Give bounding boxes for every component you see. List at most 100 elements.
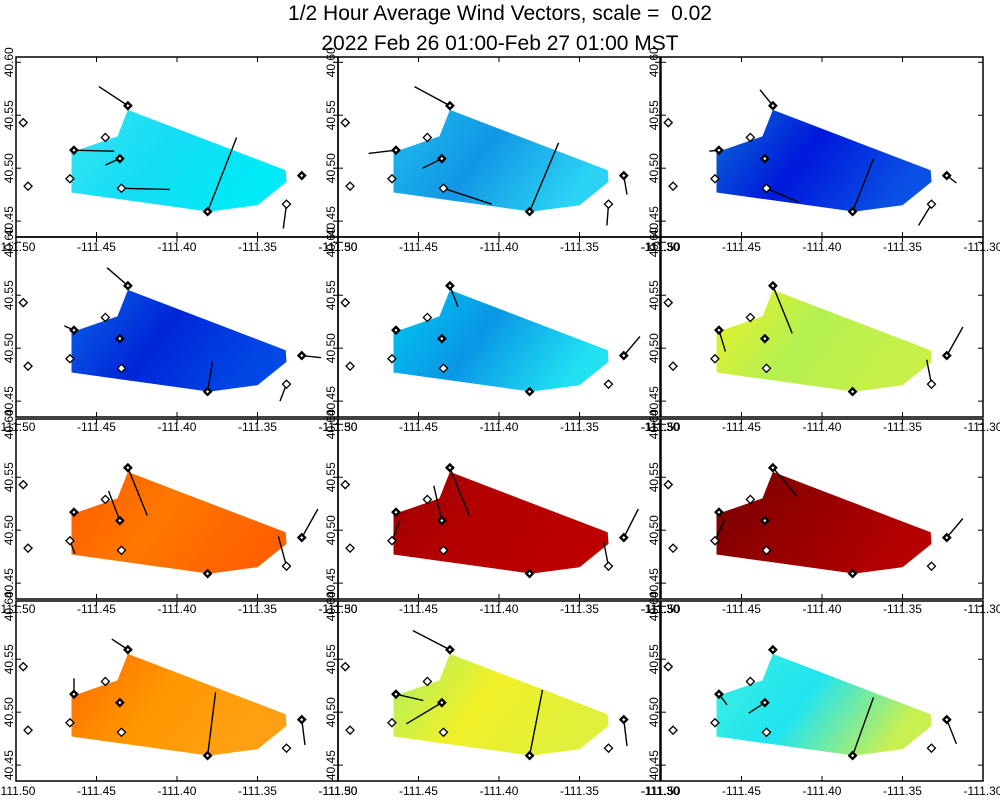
y-tick-label: 40.50: [2, 515, 16, 545]
station-marker-s10: [340, 661, 351, 672]
x-tick-label: -111.50: [0, 602, 36, 616]
wind-vector-s1: [772, 285, 793, 334]
y-tick-label: 40.45: [2, 206, 16, 236]
x-tick-label: -111.35: [883, 784, 922, 798]
y-tick-label: 40.50: [647, 153, 661, 183]
x-tick-label: -111.50: [642, 784, 681, 798]
station-marker-s9: [926, 199, 937, 210]
x-tick-label: -111.45: [722, 602, 761, 616]
x-tick-label: -111.30: [641, 420, 680, 434]
station-marker-s9: [603, 561, 614, 572]
x-tick-label: -111.45: [722, 240, 761, 254]
wind-vector-s5: [714, 519, 726, 542]
y-tick-label: 40.60: [324, 47, 338, 77]
panel-10: [15, 600, 339, 782]
station-marker-s5: [710, 717, 720, 728]
x-tick-label: -111.40: [158, 602, 197, 616]
station-marker-s10: [18, 297, 29, 308]
station-marker-s10: [663, 661, 674, 672]
x-tick-label: -111.30: [964, 784, 1000, 798]
wind-vector-s3: [368, 149, 397, 155]
panel-5: [337, 236, 661, 418]
station-marker-s6: [116, 727, 127, 738]
station-marker-s11: [345, 725, 355, 736]
station-marker-s11: [23, 725, 33, 736]
x-tick-label: -111.40: [803, 420, 842, 434]
wind-vector-s9: [277, 536, 288, 567]
x-tick-label: -111.45: [722, 784, 761, 798]
x-tick-label: -111.50: [0, 240, 36, 254]
wind-vector-s4: [406, 701, 443, 725]
wind-vector-s1: [98, 86, 129, 107]
station-marker-s9: [926, 561, 937, 572]
station-marker-s2: [745, 676, 756, 687]
station-marker-s5: [65, 535, 75, 546]
x-tick-label: -111.35: [883, 602, 922, 616]
panel-2-wind-field: [393, 109, 609, 212]
station-marker-s5: [387, 535, 397, 546]
y-tick-label: 40.55: [324, 644, 338, 674]
x-tick-label: -111.35: [560, 602, 599, 616]
panel-4: [15, 236, 339, 418]
y-tick-label: 40.45: [2, 750, 16, 780]
x-tick-label: -111.30: [641, 784, 680, 798]
x-tick-label: -111.40: [158, 420, 197, 434]
station-marker-s5: [710, 173, 720, 184]
wind-vector-s8: [623, 508, 639, 538]
y-tick-label: 40.45: [324, 206, 338, 236]
x-tick-label: -111.40: [803, 602, 842, 616]
x-tick-label: -111.45: [77, 602, 116, 616]
station-marker-s6: [438, 183, 449, 194]
station-marker-s9: [281, 379, 292, 390]
y-tick-label: 40.50: [647, 515, 661, 545]
x-tick-label: -111.30: [964, 420, 1000, 434]
wind-vector-s7: [206, 692, 217, 756]
station-marker-s5: [387, 173, 397, 184]
wind-vector-s6: [443, 187, 493, 205]
station-marker-s2: [422, 494, 433, 505]
station-marker-s2: [422, 132, 433, 143]
y-tick-label: 40.55: [647, 462, 661, 492]
x-tick-label: -111.40: [803, 784, 842, 798]
x-tick-label: -111.35: [560, 420, 599, 434]
y-tick-label: 40.45: [324, 386, 338, 416]
station-marker-s2: [100, 132, 111, 143]
y-tick-label: 40.60: [2, 227, 16, 257]
station-marker-s9: [281, 743, 292, 754]
panel-9-wind-field: [716, 471, 932, 574]
panel-11-wind-field: [393, 653, 609, 756]
station-marker-s9: [603, 379, 614, 390]
x-tick-label: -111.30: [319, 240, 358, 254]
wind-vector-s1: [412, 629, 451, 651]
y-tick-label: 40.55: [647, 644, 661, 674]
station-marker-s6: [761, 727, 772, 738]
wind-vector-s9: [918, 203, 933, 226]
wind-vector-s4: [433, 485, 443, 521]
wind-vector-s7: [528, 689, 544, 756]
x-tick-label: -111.50: [319, 420, 358, 434]
chart-title-line2: 2022 Feb 26 01:00-Feb 27 01:00 MST: [321, 32, 679, 55]
y-tick-label: 40.45: [647, 568, 661, 598]
x-tick-label: -111.45: [77, 784, 116, 798]
y-tick-label: 40.55: [324, 280, 338, 310]
panel-12: [660, 600, 984, 782]
station-marker-s5: [387, 353, 397, 364]
x-tick-label: -111.35: [883, 240, 922, 254]
x-tick-label: -111.50: [642, 240, 681, 254]
panel-9: [660, 418, 984, 600]
wind-vector-s6: [121, 187, 170, 191]
panel-1-wind-field: [71, 109, 287, 212]
x-tick-label: -111.50: [319, 240, 358, 254]
station-marker-s5: [387, 717, 397, 728]
station-marker-s9: [281, 561, 292, 572]
panel-3-wind-field: [716, 109, 932, 212]
station-marker-s6: [438, 363, 449, 374]
y-tick-label: 40.50: [324, 697, 338, 727]
panel-3: [660, 56, 984, 238]
y-tick-label: 40.55: [2, 462, 16, 492]
station-marker-s2: [422, 676, 433, 687]
panel-8-wind-field: [393, 471, 609, 574]
station-marker-s2: [745, 132, 756, 143]
station-marker-s6: [116, 183, 127, 194]
station-marker-s11: [668, 725, 678, 736]
